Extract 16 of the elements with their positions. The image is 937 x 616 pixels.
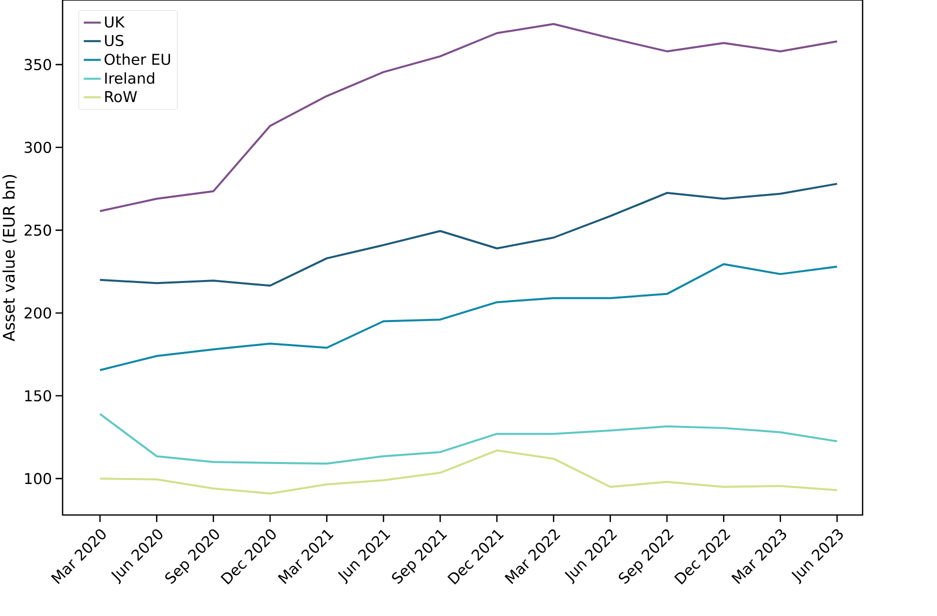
legend-label: Other EU xyxy=(104,53,170,66)
legend-label: US xyxy=(105,34,124,46)
line-series xyxy=(99,263,838,372)
y-tick-label: 150 xyxy=(25,390,52,402)
y-tick-label: 350 xyxy=(24,58,52,70)
legend-label: RoW xyxy=(105,91,137,102)
y-tick-label: 300 xyxy=(24,142,52,154)
line-series xyxy=(99,412,838,465)
y-tick-label: 250 xyxy=(24,224,52,236)
legend-label: Ireland xyxy=(105,72,154,84)
legend-label: UK xyxy=(105,16,125,28)
y-tick-label: 200 xyxy=(24,307,52,319)
line-series xyxy=(99,182,838,287)
y-axis-title: Asset value (EUR bn) xyxy=(2,174,17,342)
line-series xyxy=(99,449,838,494)
y-tick-label: 100 xyxy=(25,472,52,484)
